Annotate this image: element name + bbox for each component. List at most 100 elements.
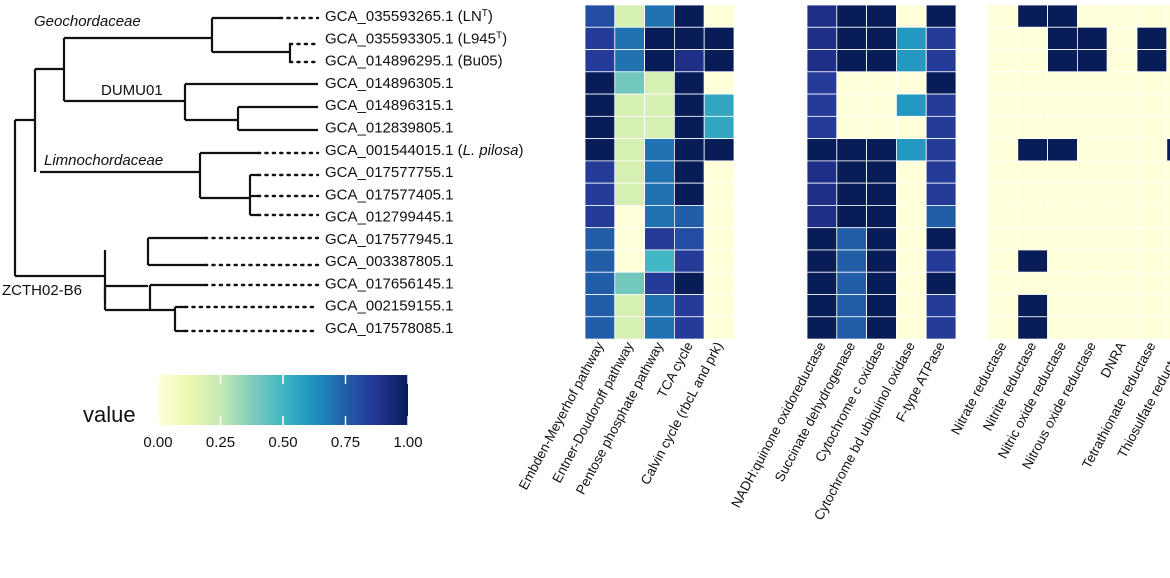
- heatmap-cell: [1017, 227, 1048, 251]
- heatmap-cell: [1166, 49, 1170, 73]
- heatmap-cell: [584, 71, 616, 95]
- heatmap-cell: [1017, 294, 1048, 318]
- heatmap-cell: [1136, 4, 1168, 28]
- heatmap-cell: [1106, 138, 1138, 162]
- leaf-label: GCA_002159155.1: [325, 298, 453, 315]
- heatmap-cell: [703, 4, 735, 28]
- heatmap-cell: [836, 316, 867, 340]
- heatmap-cell: [1047, 115, 1078, 140]
- heatmap-cell: [806, 115, 838, 140]
- heatmap-cell: [1077, 49, 1108, 73]
- tree-branch: [35, 38, 66, 101]
- legend-title: value: [83, 402, 136, 427]
- heatmap-cell: [925, 49, 957, 73]
- heatmap-cell: [987, 249, 1019, 273]
- heatmap-cell: [1136, 115, 1168, 140]
- leaf-label: GCA_017578085.1: [325, 320, 453, 337]
- heatmap-cell: [1047, 205, 1078, 229]
- heatmap-cell: [896, 227, 927, 251]
- heatmap-cell: [1017, 93, 1048, 117]
- heatmap-cell: [584, 4, 616, 28]
- heatmap-cell: [836, 49, 867, 73]
- heatmap-cell: [674, 138, 705, 162]
- heatmap-cell: [614, 138, 645, 162]
- heatmap-cell: [806, 71, 838, 95]
- heatmap-cell: [987, 115, 1019, 140]
- heatmap-cell: [896, 160, 927, 184]
- heatmap-cell: [987, 93, 1019, 117]
- heatmap-cell: [644, 4, 675, 28]
- heatmap-cell: [614, 71, 645, 95]
- heatmap-cell: [1077, 4, 1108, 28]
- heatmap-cell: [1077, 71, 1108, 95]
- heatmap-cell: [584, 182, 616, 206]
- heatmap-cell: [896, 26, 927, 50]
- heatmap-cell: [836, 138, 867, 162]
- legend-tick-label: 0.50: [268, 434, 297, 451]
- heatmap-cell: [614, 205, 645, 229]
- heatmap-cell: [806, 205, 838, 229]
- heatmap-cell: [866, 138, 897, 162]
- heatmap-cell: [584, 294, 616, 318]
- heatmap-cell: [925, 26, 957, 50]
- tree-branch: [103, 236, 205, 333]
- heatmap-cell: [703, 294, 735, 318]
- heatmap-cell: [1136, 71, 1168, 95]
- heatmap-cell: [1136, 205, 1168, 229]
- heatmap-cell: [1136, 182, 1168, 206]
- heatmap-cell: [1106, 4, 1138, 28]
- heatmap-cell: [614, 316, 645, 340]
- heatmap-cell: [806, 49, 838, 73]
- heatmap-cell: [1047, 160, 1078, 184]
- clade-label-zcth02-b6: ZCTH02-B6: [2, 282, 82, 299]
- heatmap-cell: [987, 316, 1019, 340]
- heatmap-cell: [806, 4, 838, 28]
- heatmap-cell: [584, 205, 616, 229]
- heatmap-cell: [1047, 49, 1078, 73]
- heatmap-cell: [1047, 71, 1078, 95]
- heatmap-cell: [1047, 249, 1078, 273]
- heatmap-cell: [806, 227, 838, 251]
- heatmap-cell: [614, 93, 645, 117]
- legend-tick-label: 0.75: [331, 434, 360, 451]
- heatmap-cell: [584, 49, 616, 73]
- heatmap-cell: [1106, 49, 1138, 73]
- heatmap-cell: [1047, 227, 1078, 251]
- heatmap-cell: [836, 205, 867, 229]
- legend-tick-label: 1.00: [393, 434, 422, 451]
- heatmap-cell: [674, 71, 705, 95]
- heatmap-cell: [1017, 115, 1048, 140]
- heatmap-cell: [836, 271, 867, 295]
- heatmap-cell: [925, 227, 957, 251]
- heatmap-cell: [1077, 182, 1108, 206]
- heatmap-cell: [614, 26, 645, 50]
- heatmap-cell: [836, 71, 867, 95]
- heatmap-cell: [1106, 160, 1138, 184]
- heatmap-cell: [925, 182, 957, 206]
- heatmap-cell: [866, 93, 897, 117]
- heatmap-cell: [1136, 49, 1168, 73]
- heatmap-cell: [1047, 4, 1078, 28]
- heatmap-cell: [1106, 205, 1138, 229]
- tree-leader: [278, 16, 320, 64]
- heatmap-cell: [674, 115, 705, 140]
- heatmap-cell: [703, 71, 735, 95]
- heatmap-cell: [1077, 160, 1108, 184]
- heatmap-cell: [896, 316, 927, 340]
- heatmap-cell: [1077, 294, 1108, 318]
- heatmap-cell: [866, 205, 897, 229]
- heatmap-cell: [925, 205, 957, 229]
- heatmap-cell: [644, 71, 675, 95]
- heatmap-cell: [1106, 271, 1138, 295]
- leaf-label: GCA_014896295.1 (Bu05): [325, 53, 503, 70]
- heatmap-cell: [866, 294, 897, 318]
- heatmap-cell: [644, 227, 675, 251]
- leaf-label: GCA_014896305.1: [325, 75, 453, 92]
- heatmap-cell: [836, 93, 867, 117]
- heatmap-cell: [987, 227, 1019, 251]
- heatmap-cell: [1136, 26, 1168, 50]
- heatmap-cell: [584, 249, 616, 273]
- leaf-label: GCA_017656145.1: [325, 275, 453, 292]
- heatmap-cell: [1106, 71, 1138, 95]
- heatmap-cell: [806, 271, 838, 295]
